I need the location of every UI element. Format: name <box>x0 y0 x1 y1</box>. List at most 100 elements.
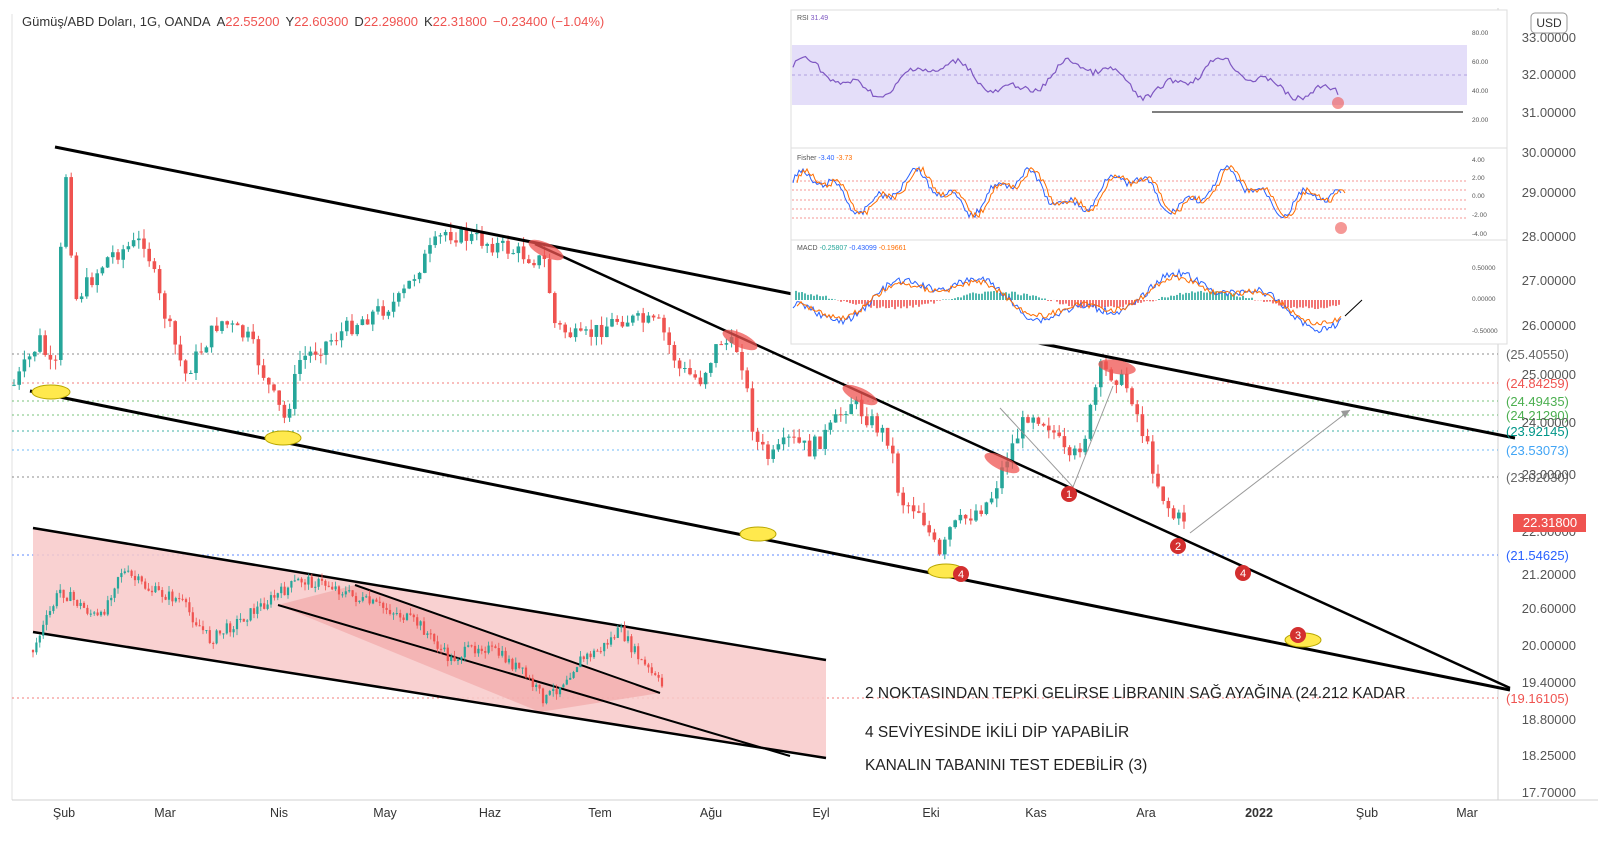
inset-candle-body <box>124 571 126 573</box>
candle-body <box>548 259 552 293</box>
candle-body <box>90 277 94 285</box>
inset-candle-body <box>651 667 653 673</box>
candle-body <box>142 239 146 249</box>
candle-body <box>647 316 651 323</box>
macd-bar <box>954 298 956 300</box>
inset-candle-body <box>59 590 61 593</box>
macd-bar <box>1320 300 1322 308</box>
candle-body <box>335 340 339 341</box>
inset-candle-body <box>488 646 490 653</box>
inset-candle-body <box>216 630 218 643</box>
inset-candle-body <box>246 620 248 621</box>
inset-candle-body <box>253 608 255 614</box>
macd-bar <box>1011 292 1013 300</box>
price-tick: 29.00000 <box>1522 185 1576 200</box>
candle-body <box>329 340 333 341</box>
inset-candle-body <box>406 613 408 620</box>
inset-candle-body <box>93 612 95 613</box>
inset-candle-body <box>443 648 445 650</box>
candle-body <box>381 306 385 316</box>
candle-body <box>407 281 411 289</box>
candle-body <box>236 323 240 325</box>
currency-button-label[interactable]: USD <box>1536 16 1562 30</box>
candle-body <box>907 505 911 506</box>
candle-body <box>496 243 500 253</box>
inset-candle-body <box>396 613 398 614</box>
level-label: (24.49435) <box>1506 394 1569 409</box>
candle-body <box>95 273 99 285</box>
inset-candle-body <box>120 573 122 577</box>
macd-bar <box>945 299 947 300</box>
candle-body <box>792 437 796 438</box>
macd-bar <box>912 300 914 307</box>
candle-body <box>979 511 983 514</box>
candle-body <box>1141 414 1145 436</box>
candle-body <box>995 488 999 498</box>
candle-body <box>657 317 661 318</box>
time-tick: Haz <box>479 806 501 820</box>
note-line-2: 4 SEVİYESİNDE İKİLİ DİP YAPABİLİR <box>865 723 1129 741</box>
candle-body <box>938 540 942 555</box>
inset-candle-body <box>624 626 626 641</box>
inset-candle-body <box>610 637 612 644</box>
macd-bar <box>1182 294 1184 300</box>
inset-candle-body <box>647 664 649 667</box>
macd-bar <box>1029 296 1031 300</box>
candle-body <box>75 256 79 300</box>
macd-bar <box>1065 300 1067 304</box>
macd-tick: -0.50000 <box>1472 328 1498 335</box>
inset-candle-body <box>239 619 241 620</box>
macd-bar <box>897 300 899 307</box>
macd-bar <box>1068 300 1070 306</box>
time-tick: May <box>373 806 397 820</box>
macd-bar <box>1338 300 1340 305</box>
candle-body <box>574 328 578 337</box>
inset-candle-body <box>32 650 34 652</box>
time-tick: Mar <box>154 806 176 820</box>
inset-candle-body <box>280 587 282 594</box>
candle-body <box>1026 417 1030 423</box>
inset-candle-body <box>144 582 146 589</box>
macd-bar <box>1125 300 1127 304</box>
price-tick: 19.40000 <box>1522 675 1576 690</box>
candle-body <box>829 423 833 430</box>
inset-candle-body <box>86 608 88 614</box>
candle-body <box>558 323 562 324</box>
macd-bar <box>1203 293 1205 300</box>
macd-bar <box>1323 300 1325 308</box>
candle-body <box>1094 387 1098 405</box>
inset-candle-body <box>600 651 602 652</box>
inset-candle-body <box>226 623 228 633</box>
candle-body <box>595 325 599 337</box>
inset-candle-body <box>250 608 252 620</box>
macd-bar <box>1194 293 1196 300</box>
inset-candle-body <box>386 608 388 610</box>
price-tick: 25.00000 <box>1522 367 1576 382</box>
candle-body <box>402 289 406 294</box>
candle-body <box>1135 404 1139 414</box>
macd-bar <box>1113 300 1115 307</box>
candle-body <box>745 370 749 388</box>
inset-candle-body <box>161 590 163 597</box>
inset-candle-body <box>498 648 500 656</box>
inset-candle-body <box>494 646 496 648</box>
inset-candle-body <box>90 614 92 615</box>
macd-bar <box>858 300 860 304</box>
time-tick: Mar <box>1456 806 1478 820</box>
macd-bar <box>990 291 992 300</box>
macd-bar <box>852 300 854 304</box>
candle-body <box>277 390 281 404</box>
currency-button[interactable]: USD <box>1531 13 1567 33</box>
inset-candle-body <box>219 630 221 633</box>
candle-body <box>1057 432 1061 436</box>
inset-candle-body <box>369 596 371 603</box>
macd-bar <box>921 300 923 304</box>
candle-body <box>1011 443 1015 461</box>
macd-bar <box>1101 300 1103 308</box>
candle-body <box>517 246 521 253</box>
macd-bar <box>882 300 884 307</box>
candle-body <box>922 513 926 525</box>
candle-body <box>340 331 344 340</box>
inset-candle-body <box>607 643 609 645</box>
